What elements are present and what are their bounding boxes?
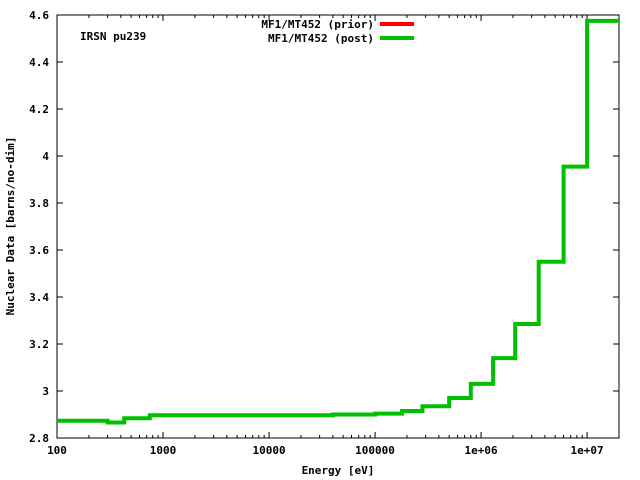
y-axis-label: Nuclear Data [barns/no-dim] xyxy=(4,137,17,316)
y-tick-label: 3.8 xyxy=(29,197,49,210)
legend-label: MF1/MT452 (prior) xyxy=(261,18,374,31)
y-tick-label: 3.6 xyxy=(29,244,49,257)
y-tick-label: 3.2 xyxy=(29,338,49,351)
legend-label: MF1/MT452 (post) xyxy=(268,32,374,45)
series-line-prior xyxy=(57,19,619,424)
y-tick-label: 4.2 xyxy=(29,103,49,116)
ticks: 2.8 3 3.2 3.4 3.6 3.8 4 4.2 4.4 4.6 100 1000 10000 10… xyxy=(29,9,619,457)
x-tick-label: 100000 xyxy=(355,444,395,457)
legend: MF1/MT452 (prior)MF1/MT452 (post) xyxy=(261,18,414,45)
y-tick-label: 3 xyxy=(42,385,49,398)
y-tick-label: 4 xyxy=(42,150,49,163)
plot-frame xyxy=(56,14,620,439)
y-tick-label: 4.4 xyxy=(29,56,49,69)
y-tick-label: 2.8 xyxy=(29,432,49,445)
x-tick-label: 1000 xyxy=(150,444,177,457)
series-group xyxy=(57,18,619,425)
x-tick-label: 1e+06 xyxy=(465,444,498,457)
series-line-post xyxy=(57,18,619,425)
y-tick-label: 4.6 xyxy=(29,9,49,22)
x-axis-label: Energy [eV] xyxy=(302,464,375,477)
x-tick-label: 100 xyxy=(47,444,67,457)
x-tick-label: 1e+07 xyxy=(571,444,604,457)
y-tick-label: 3.4 xyxy=(29,291,49,304)
annotation-text: IRSN pu239 xyxy=(80,30,146,43)
x-tick-label: 10000 xyxy=(252,444,285,457)
